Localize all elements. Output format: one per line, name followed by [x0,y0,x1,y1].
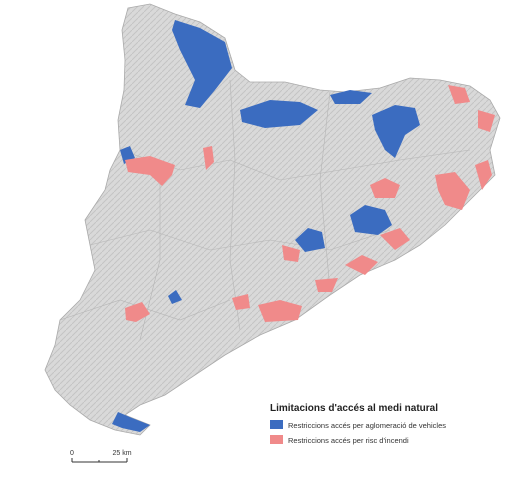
legend-label: Restriccions accés per risc d'incendi [288,436,409,445]
scale-label: 0 [70,450,74,457]
region-outline [44,3,501,436]
district-borders [59,79,471,341]
fire-restriction-areas [125,85,495,322]
vehicle-restriction-areas [112,20,420,432]
scale-bar: 0 25 km [70,450,132,463]
legend: Restriccions accés per aglomeració de ve… [270,420,446,445]
scale-label: 25 km [112,450,131,457]
legend-swatch [270,435,283,444]
legend-swatch [270,420,283,429]
legend-title: Limitacions d'accés al medi natural [270,403,438,414]
legend-label: Restriccions accés per aglomeració de ve… [288,421,446,430]
